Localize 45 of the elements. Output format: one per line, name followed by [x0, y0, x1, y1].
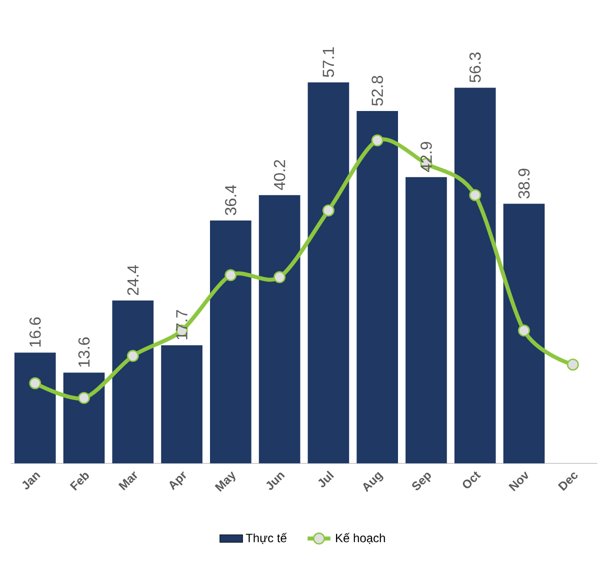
point — [274, 271, 286, 284]
x-tick-label: Feb — [70, 472, 89, 491]
legend-label: Kế hoạch — [336, 532, 385, 544]
data-label: 42.9 — [420, 142, 432, 172]
x-tick-label: Jun — [266, 472, 285, 490]
data-label: 13.6 — [78, 337, 90, 367]
bar — [210, 220, 252, 464]
point — [518, 324, 530, 337]
x-tick-label: Apr — [170, 471, 186, 490]
point — [78, 392, 90, 404]
data-label: 56.3 — [469, 52, 481, 82]
x-tick-label: Jul — [318, 470, 334, 488]
point — [566, 358, 579, 371]
data-label: 57.1 — [322, 47, 334, 78]
bar — [63, 372, 105, 464]
bar — [503, 204, 545, 464]
x-tick-label: Dec — [558, 472, 578, 491]
legend-label: Thực tế — [246, 532, 287, 544]
bar — [112, 300, 154, 464]
bar — [454, 88, 496, 464]
point — [126, 350, 139, 362]
x-tick-label: Aug — [363, 472, 384, 492]
x-tick-label: Nov — [508, 471, 528, 492]
x-tick-label: Mar — [118, 471, 138, 490]
bar — [406, 177, 447, 464]
bar — [14, 352, 56, 464]
bar — [356, 111, 398, 464]
data-label: 24.4 — [127, 265, 138, 296]
point — [224, 269, 237, 282]
x-tick-label: Sep — [412, 472, 431, 490]
point — [322, 204, 334, 216]
point — [469, 189, 482, 202]
x-tick-label: Oct — [462, 471, 481, 488]
data-label: 36.4 — [225, 185, 236, 216]
point — [29, 377, 42, 390]
x-tick-label: Jan — [22, 472, 40, 490]
bar — [258, 195, 300, 464]
data-label: 16.6 — [29, 317, 41, 347]
data-label: 52.8 — [372, 76, 383, 106]
bar — [161, 345, 202, 464]
data-label: 17.7 — [176, 310, 188, 340]
point — [371, 134, 384, 146]
data-label: 38.9 — [518, 168, 530, 198]
bar — [308, 82, 350, 464]
data-label: 40.2 — [274, 160, 286, 190]
